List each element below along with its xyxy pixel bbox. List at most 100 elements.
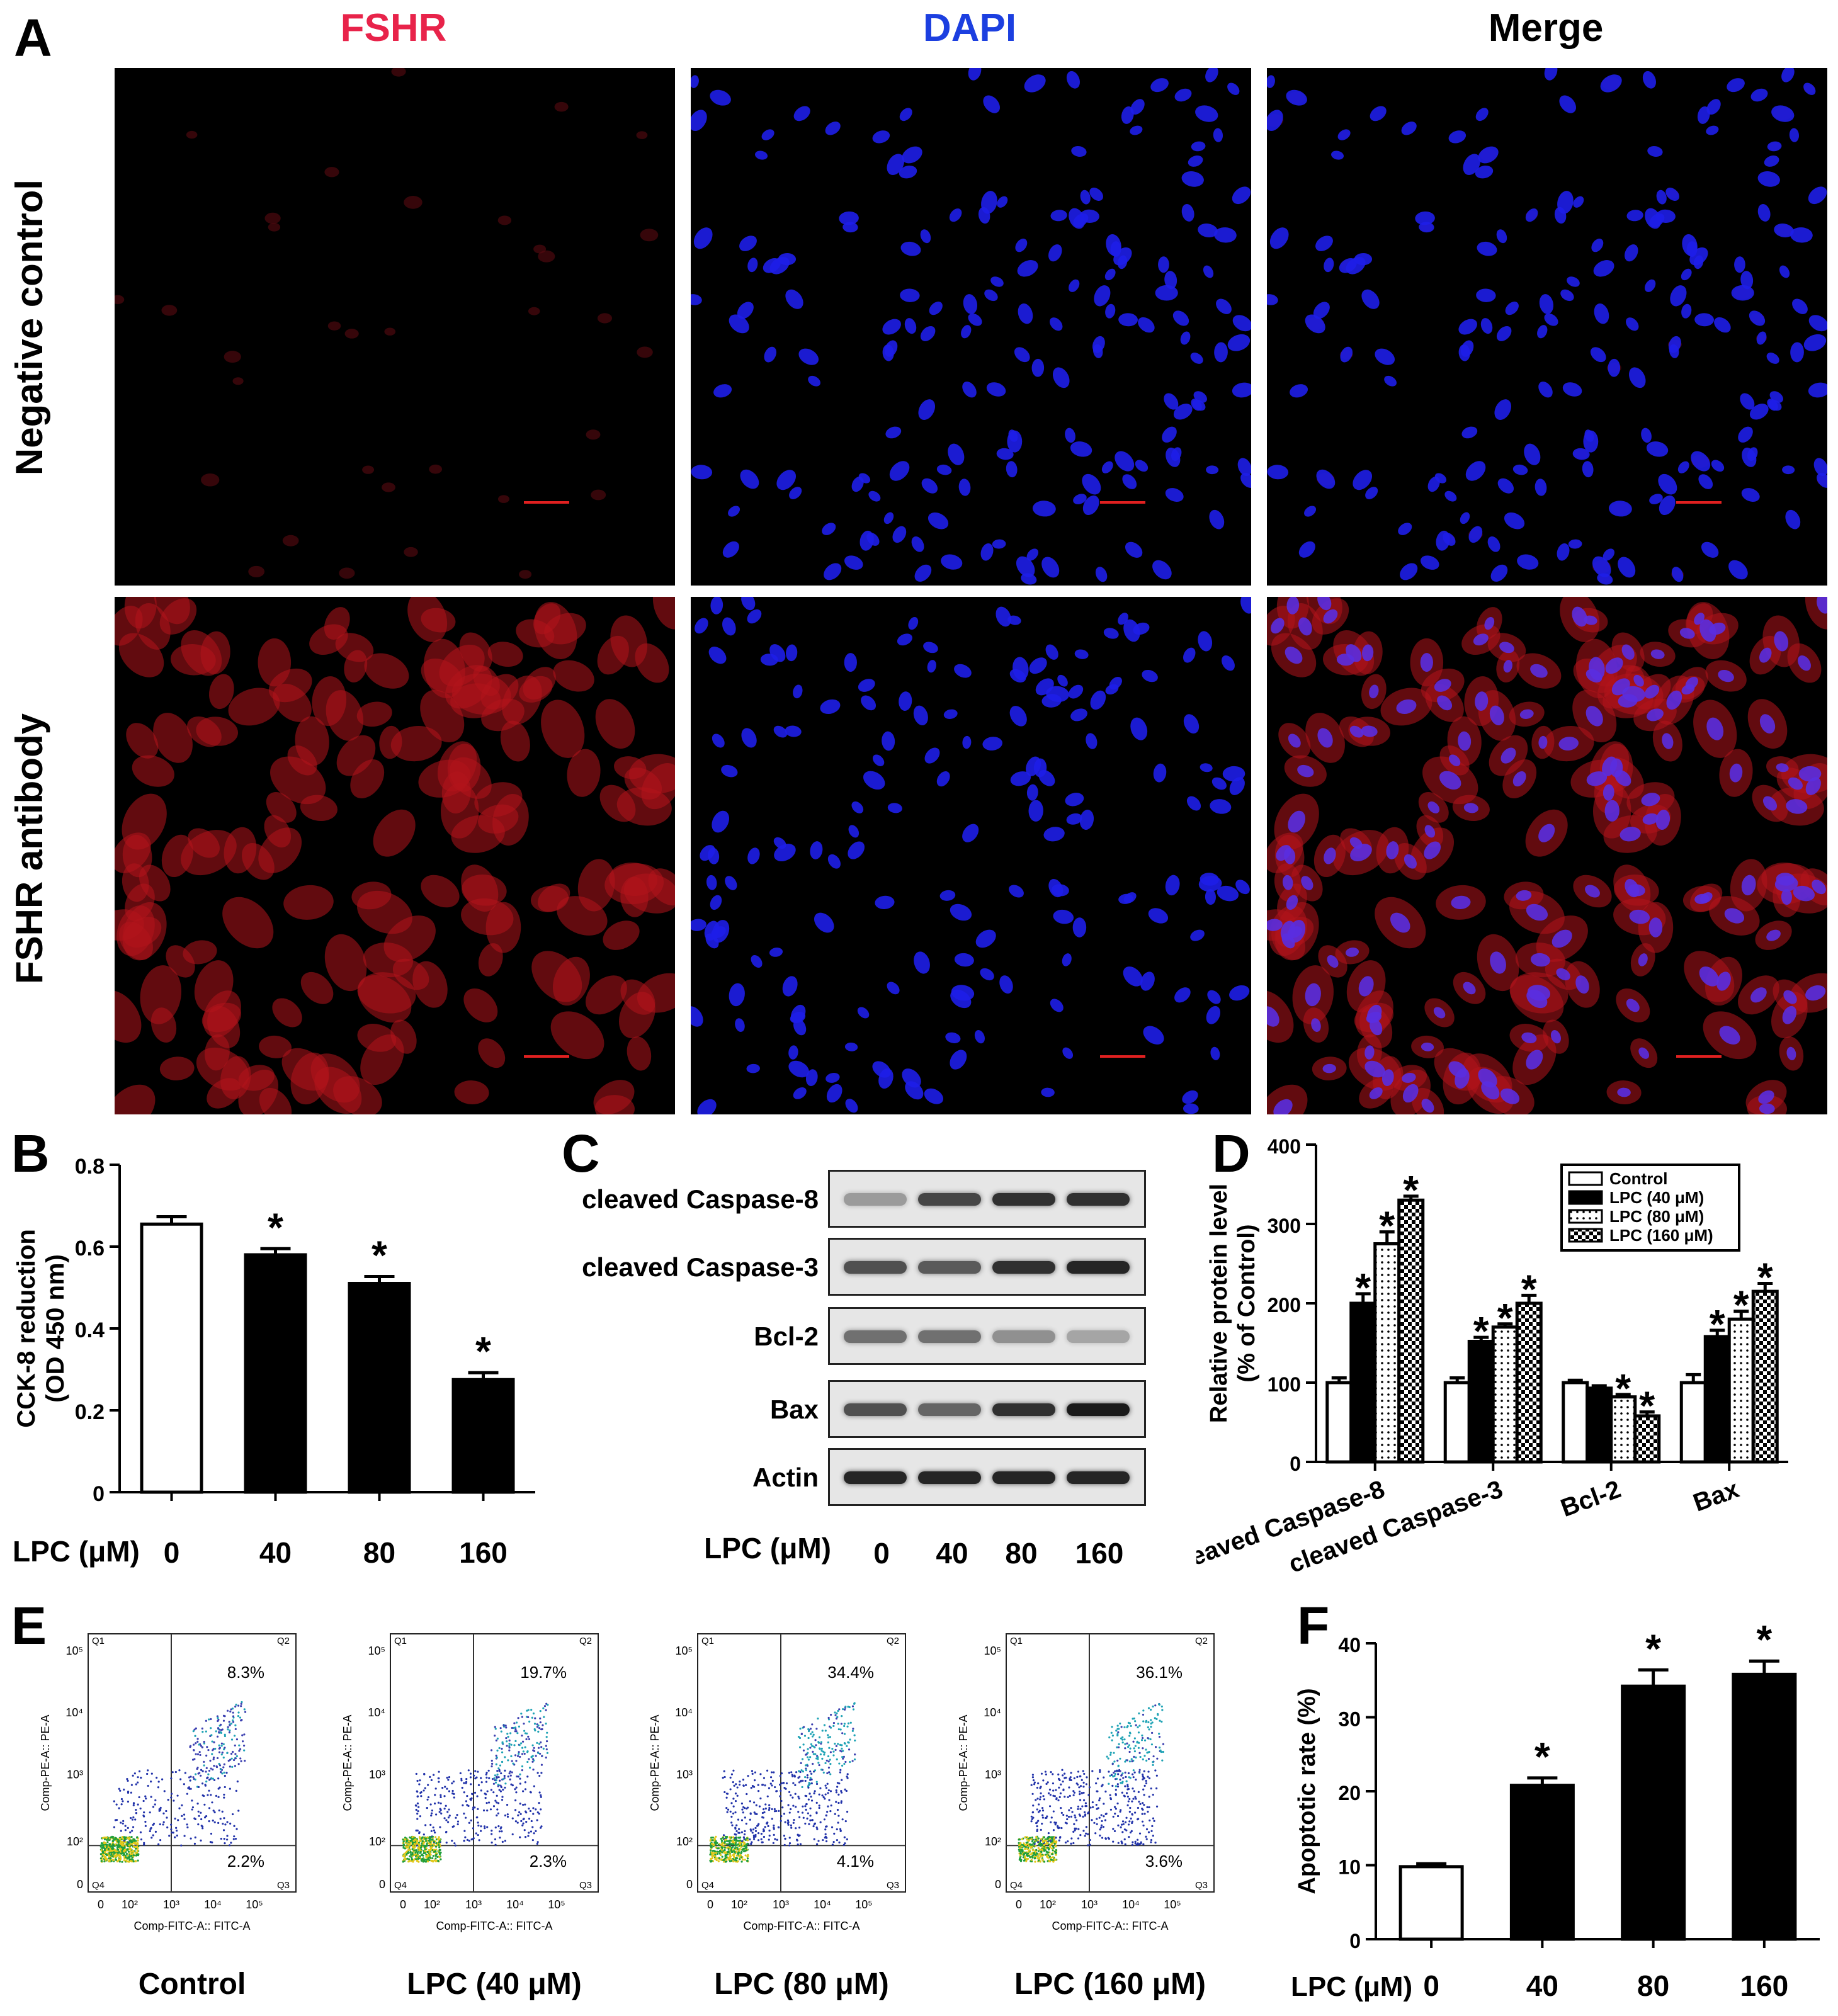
event-dot <box>1028 1845 1030 1847</box>
event-dot <box>795 1827 797 1830</box>
event-dot <box>514 1820 517 1823</box>
event-dot <box>438 1844 440 1847</box>
event-dot <box>799 1727 802 1730</box>
event-dot <box>426 1836 429 1838</box>
cell-nucleus <box>1103 628 1119 639</box>
event-dot <box>1031 1852 1033 1855</box>
cell-nucleus <box>1070 441 1092 457</box>
event-dot <box>528 1766 531 1769</box>
bar-40 <box>244 1253 307 1494</box>
cell-cytoplasm <box>326 690 364 741</box>
event-dot <box>807 1756 809 1758</box>
cell-signal <box>404 546 418 557</box>
event-dot <box>218 1747 221 1749</box>
event-dot <box>711 1839 713 1842</box>
event-dot <box>423 1844 426 1847</box>
event-dot <box>432 1774 435 1776</box>
cell-nucleus <box>1776 873 1795 886</box>
event-dot <box>805 1769 807 1772</box>
cell-nucleus <box>1670 285 1687 307</box>
event-dot <box>502 1778 505 1781</box>
event-dot <box>834 1813 836 1815</box>
event-dot <box>1052 1789 1055 1792</box>
cell-nucleus <box>884 340 898 357</box>
event-dot <box>545 1723 547 1725</box>
event-dot <box>213 1741 215 1743</box>
event-dot <box>108 1844 111 1847</box>
event-dot <box>723 1847 726 1849</box>
event-dot <box>192 1743 195 1746</box>
event-dot <box>157 1786 160 1789</box>
event-dot <box>465 1778 468 1781</box>
event-dot <box>433 1802 436 1805</box>
event-dot <box>1019 1850 1023 1852</box>
event-dot <box>1141 1808 1143 1810</box>
cell-nucleus <box>990 276 1004 287</box>
event-dot <box>205 1767 208 1769</box>
cell-nucleus <box>728 506 740 517</box>
event-dot <box>1048 1805 1052 1808</box>
event-dot <box>734 1792 737 1795</box>
event-dot <box>128 1855 131 1858</box>
cell-nucleus <box>1123 892 1137 903</box>
event-dot <box>427 1784 429 1786</box>
wb-band <box>1067 1261 1130 1274</box>
quadrant-label: Q2 <box>887 1636 899 1646</box>
event-dot <box>843 1724 846 1728</box>
event-dot <box>821 1794 824 1797</box>
event-dot <box>783 1813 786 1815</box>
event-dot <box>102 1854 105 1856</box>
cell-nucleus <box>1749 404 1769 420</box>
event-dot <box>159 1839 162 1842</box>
micrograph-negative-dapi-cells <box>691 68 1251 585</box>
event-dot <box>1027 1850 1030 1853</box>
event-dot <box>729 1839 731 1842</box>
cell-nucleus <box>1142 669 1158 682</box>
event-dot <box>530 1820 533 1823</box>
event-dot <box>797 1843 799 1846</box>
event-dot <box>835 1718 838 1720</box>
event-dot <box>841 1818 844 1821</box>
cell-nucleus <box>1122 474 1137 489</box>
event-dot <box>711 1857 713 1860</box>
cell-nucleus <box>1460 512 1470 524</box>
event-dot <box>456 1814 458 1816</box>
event-dot <box>1132 1769 1135 1772</box>
event-dot <box>1036 1786 1038 1789</box>
event-dot <box>201 1770 204 1772</box>
event-dot <box>132 1826 135 1828</box>
event-dot <box>234 1705 237 1708</box>
event-dot <box>212 1777 214 1780</box>
event-dot <box>752 1801 756 1804</box>
cell-cytoplasm <box>599 784 636 822</box>
event-dot <box>1070 1779 1072 1782</box>
cell-nucleus <box>1585 885 1600 898</box>
event-dot <box>123 1850 125 1853</box>
cell-signal <box>186 130 198 139</box>
cell-nucleus <box>1489 705 1504 726</box>
event-dot <box>1152 1834 1154 1837</box>
event-dot <box>723 1842 726 1844</box>
event-dot <box>709 1853 712 1856</box>
cell-nucleus <box>1629 909 1650 924</box>
event-dot <box>1101 1785 1103 1787</box>
cell-nucleus <box>1172 310 1189 326</box>
event-dot <box>732 1812 735 1815</box>
event-dot <box>1150 1841 1152 1843</box>
event-dot <box>488 1777 491 1779</box>
event-dot <box>103 1847 105 1849</box>
event-dot <box>1162 1750 1164 1753</box>
event-dot <box>463 1812 465 1815</box>
event-dot <box>222 1743 225 1745</box>
event-dot <box>162 1812 165 1815</box>
event-dot <box>839 1828 842 1830</box>
cell-nucleus <box>1050 999 1064 1012</box>
event-dot <box>438 1838 441 1841</box>
event-dot <box>722 1837 724 1839</box>
event-dot <box>834 1742 836 1745</box>
event-dot <box>819 1821 822 1823</box>
y-tick-label: 0.8 <box>75 1155 105 1179</box>
cell-cytoplasm <box>364 653 409 689</box>
event-dot <box>170 1823 173 1826</box>
event-dot <box>215 1765 218 1768</box>
